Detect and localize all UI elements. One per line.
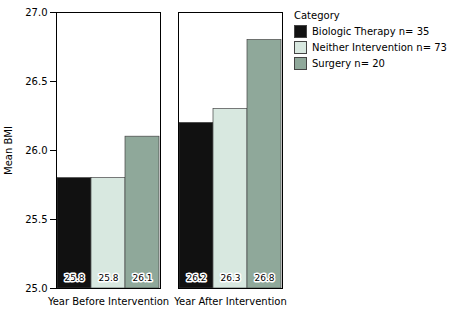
svg-text:Year After Intervention: Year After Intervention bbox=[173, 296, 287, 307]
svg-text:26.5: 26.5 bbox=[25, 76, 47, 87]
svg-text:26.2: 26.2 bbox=[186, 273, 206, 283]
svg-text:Year Before Intervention: Year Before Intervention bbox=[47, 296, 169, 307]
svg-text:25.0: 25.0 bbox=[25, 283, 47, 294]
svg-text:25.5: 25.5 bbox=[25, 214, 47, 225]
svg-text:Mean BMI: Mean BMI bbox=[3, 126, 14, 175]
svg-text:26.1: 26.1 bbox=[132, 273, 152, 283]
html-text:Surgery n= 20: Surgery n= 20 bbox=[312, 58, 385, 69]
svg-text:25.8: 25.8 bbox=[64, 273, 84, 283]
html-text:Neither Intervention n= 73: Neither Intervention n= 73 bbox=[312, 42, 447, 53]
svg-text:26.0: 26.0 bbox=[25, 145, 47, 156]
svg-text:25.8: 25.8 bbox=[98, 273, 118, 283]
svg-text:27.0: 27.0 bbox=[25, 7, 47, 18]
svg-text:26.3: 26.3 bbox=[220, 273, 240, 283]
html-text:Biologic Therapy n= 35: Biologic Therapy n= 35 bbox=[312, 26, 430, 37]
svg-text:26.8: 26.8 bbox=[254, 273, 274, 283]
html-text:Category: Category bbox=[294, 10, 340, 21]
